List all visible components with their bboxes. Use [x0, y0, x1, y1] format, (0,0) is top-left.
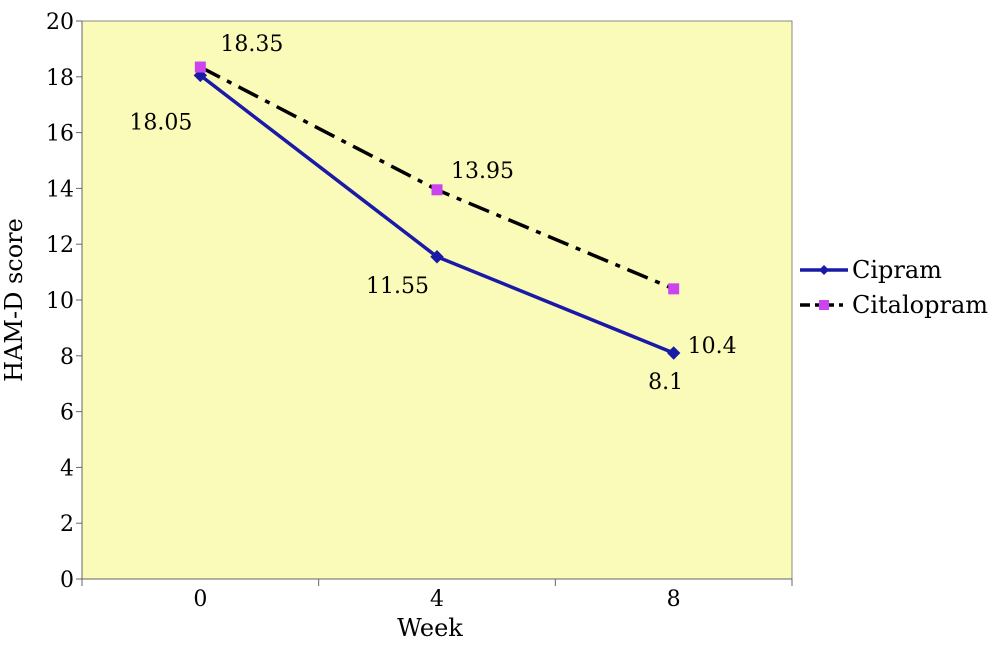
data-label-cipram: 11.55: [366, 274, 429, 299]
data-label-citalopram: 18.35: [220, 32, 283, 57]
y-tick-label: 6: [60, 401, 74, 426]
y-tick-label: 4: [60, 456, 74, 481]
data-point-cipram: [430, 250, 444, 264]
x-axis-title: Week: [397, 614, 463, 642]
x-tick-label: 0: [193, 587, 207, 612]
y-tick-label: 16: [46, 122, 74, 147]
y-axis-ticks: 0 2 4 6 8 10 12 14 16 18 20: [46, 10, 82, 593]
y-tick-label: 10: [46, 289, 74, 314]
y-tick-label: 18: [46, 66, 74, 91]
x-tick-label: 8: [667, 587, 681, 612]
data-point-citalopram: [668, 283, 680, 295]
legend-label-citalopram: Citalopram: [852, 291, 988, 319]
y-tick-label: 20: [46, 10, 74, 35]
y-tick-label: 14: [46, 177, 74, 202]
legend-label-cipram: Cipram: [852, 256, 942, 284]
data-label-citalopram: 13.95: [451, 159, 514, 184]
data-labels: 18.05 11.55 8.1 18.35 13.95 10.4: [129, 32, 736, 395]
y-tick-label: 12: [46, 233, 74, 258]
legend-marker-cipram: [819, 265, 829, 275]
y-tick-label: 8: [60, 345, 74, 370]
data-point-citalopram: [431, 184, 443, 196]
y-axis-title: HAM-D score: [0, 218, 28, 382]
series-layer: [193, 61, 681, 360]
data-point-citalopram: [194, 61, 206, 73]
data-label-cipram: 8.1: [648, 370, 683, 395]
legend: Cipram Citalopram: [800, 256, 988, 319]
y-tick-label: 2: [60, 512, 74, 537]
y-tick-label: 0: [60, 568, 74, 593]
x-axis-ticks: 0 4 8: [81, 579, 793, 612]
legend-marker-citalopram: [819, 300, 829, 310]
data-label-cipram: 18.05: [129, 110, 192, 135]
x-tick-label: 4: [430, 587, 444, 612]
plot-area: [81, 20, 793, 580]
data-point-cipram: [666, 346, 681, 360]
data-label-citalopram: 10.4: [688, 334, 737, 359]
